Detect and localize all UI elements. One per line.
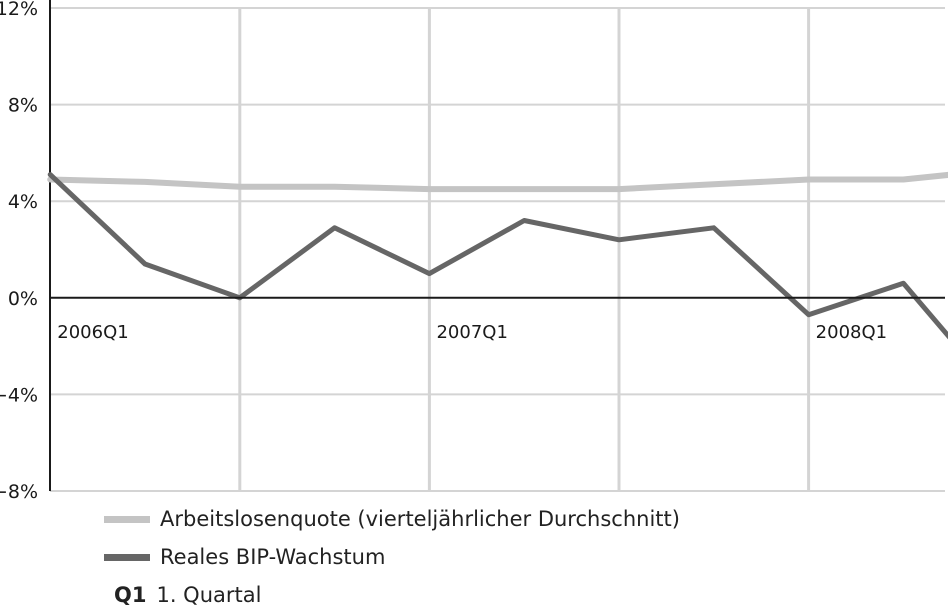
y-tick-label: −4% bbox=[0, 384, 38, 406]
legend-label-gdp-growth: Reales BIP-Wachstum bbox=[160, 545, 386, 569]
y-tick-label: 12% bbox=[0, 0, 38, 20]
legend-note-key: Q1 bbox=[114, 583, 147, 607]
line-chart: −8%−4%0%4%8%12%2006Q12007Q12008Q12009Q12… bbox=[0, 0, 948, 500]
legend-swatch-gdp-growth bbox=[104, 553, 150, 561]
legend-note-text: 1. Quartal bbox=[156, 583, 262, 607]
y-tick-label: 4% bbox=[8, 191, 38, 213]
y-tick-label: 0% bbox=[8, 288, 38, 310]
y-tick-label: 8% bbox=[8, 95, 38, 117]
legend: Arbeitslosenquote (vierteljährlicher Dur… bbox=[104, 500, 924, 609]
y-tick-label: −8% bbox=[0, 481, 38, 500]
series-line-unemployment bbox=[47, 171, 948, 193]
legend-item-gdp-growth: Reales BIP-Wachstum bbox=[104, 545, 385, 569]
legend-swatch-unemployment bbox=[104, 515, 150, 523]
legend-item-unemployment: Arbeitslosenquote (vierteljährlicher Dur… bbox=[104, 507, 680, 531]
legend-note: Q1 1. Quartal bbox=[104, 583, 261, 607]
x-tick-label: 2008Q1 bbox=[816, 322, 887, 343]
legend-label-unemployment: Arbeitslosenquote (vierteljährlicher Dur… bbox=[160, 507, 680, 531]
series-line-gdp-growth bbox=[47, 172, 948, 340]
x-tick-label: 2006Q1 bbox=[57, 322, 128, 343]
x-tick-label: 2007Q1 bbox=[436, 322, 507, 343]
